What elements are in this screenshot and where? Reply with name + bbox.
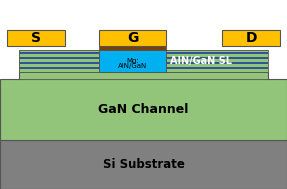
Text: Mg:: Mg:: [126, 58, 139, 64]
Text: G: G: [127, 31, 138, 45]
Text: S: S: [31, 31, 41, 45]
Bar: [19, 57, 268, 59]
Bar: [19, 50, 268, 72]
Bar: [99, 30, 166, 46]
Text: AlN/GaN: AlN/GaN: [118, 63, 147, 69]
Bar: [19, 54, 268, 57]
Text: D: D: [245, 31, 257, 45]
Text: AlN/GaN SL: AlN/GaN SL: [170, 57, 232, 66]
Bar: [19, 69, 268, 72]
Bar: [0, 79, 287, 140]
Text: GaN Channel: GaN Channel: [98, 103, 189, 116]
Bar: [7, 30, 65, 46]
Bar: [19, 52, 268, 54]
Text: Si Substrate: Si Substrate: [102, 158, 185, 171]
Bar: [19, 72, 268, 79]
Bar: [99, 46, 166, 50]
Bar: [19, 59, 268, 62]
Bar: [222, 30, 280, 46]
Bar: [19, 62, 268, 64]
Bar: [19, 64, 268, 67]
Bar: [19, 67, 268, 69]
Bar: [99, 50, 166, 72]
Bar: [0, 140, 287, 189]
Bar: [19, 50, 268, 52]
